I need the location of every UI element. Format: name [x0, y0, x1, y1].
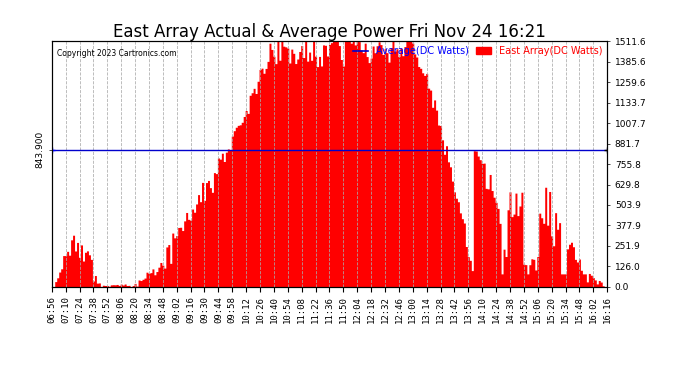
Legend: Average(DC Watts), East Array(DC Watts): Average(DC Watts), East Array(DC Watts)	[353, 46, 602, 56]
Text: Copyright 2023 Cartronics.com: Copyright 2023 Cartronics.com	[57, 49, 177, 58]
Title: East Array Actual & Average Power Fri Nov 24 16:21: East Array Actual & Average Power Fri No…	[113, 23, 546, 41]
